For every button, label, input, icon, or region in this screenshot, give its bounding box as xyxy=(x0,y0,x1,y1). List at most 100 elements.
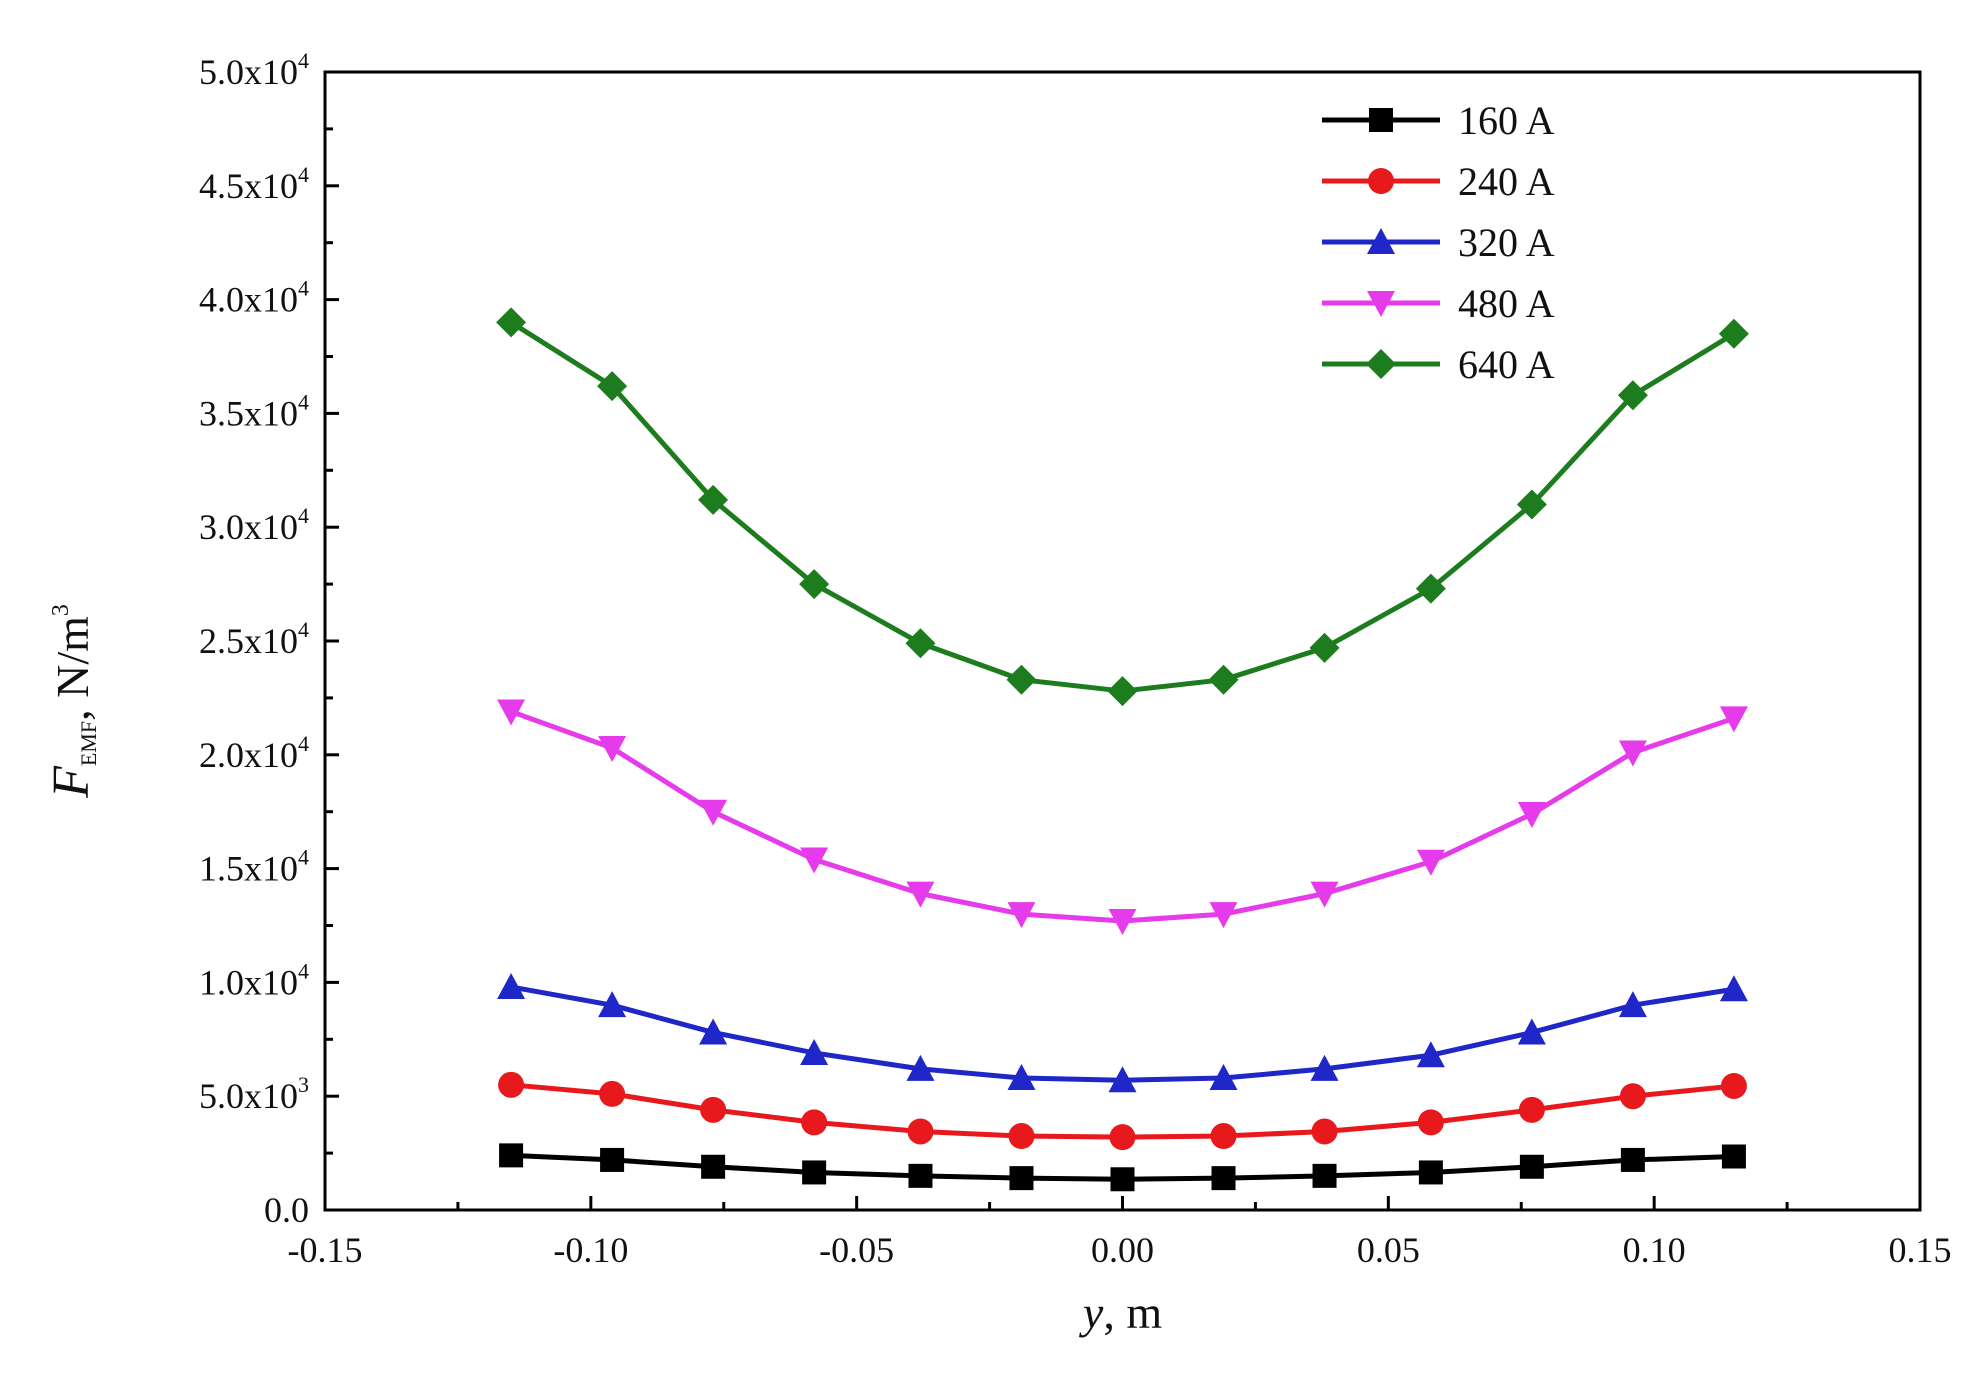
data-point xyxy=(800,847,829,874)
y-tick-exponent: 4 xyxy=(298,48,309,73)
data-point xyxy=(1719,975,1748,1002)
y-tick-exponent: 4 xyxy=(298,162,309,187)
data-point xyxy=(498,1071,525,1098)
legend-label: 320 A xyxy=(1458,220,1555,265)
x-axis-variable: y xyxy=(1079,1287,1104,1338)
x-axis-title: y, m xyxy=(1079,1287,1162,1338)
y-tick-mantissa: 1.0x10 xyxy=(199,962,298,1002)
y-tick-exponent: 4 xyxy=(298,389,309,414)
y-tick-exponent: 4 xyxy=(298,503,309,528)
legend-entry: 160 A xyxy=(1322,98,1555,143)
data-point xyxy=(1210,1123,1237,1150)
data-point xyxy=(1107,676,1138,707)
data-point xyxy=(1618,740,1647,767)
x-tick-label: 0.00 xyxy=(1091,1230,1154,1270)
y-tick-label: 1.0x104 xyxy=(199,958,309,1002)
data-point xyxy=(1517,801,1546,828)
data-point xyxy=(1618,991,1647,1018)
series-640-a xyxy=(496,307,1749,707)
y-tick-exponent: 4 xyxy=(298,731,309,756)
y-tick-mantissa: 4.0x10 xyxy=(199,280,298,320)
legend-label: 160 A xyxy=(1458,98,1555,143)
x-tick-label: 0.05 xyxy=(1357,1230,1420,1270)
legend: 160 A 240 A 320 A 480 A 640 A xyxy=(1322,98,1555,387)
legend-entry: 320 A xyxy=(1322,220,1555,265)
legend-entry: 240 A xyxy=(1322,159,1555,204)
y-tick-mantissa: 2.5x10 xyxy=(199,621,298,661)
data-point xyxy=(1416,849,1445,876)
y-tick-label: 3.0x104 xyxy=(199,503,309,547)
y-tick-mantissa: 1.5x10 xyxy=(199,849,298,889)
data-point xyxy=(801,1109,828,1136)
data-point xyxy=(597,371,628,402)
data-point xyxy=(1418,1160,1443,1185)
x-tick-label: -0.05 xyxy=(819,1230,894,1270)
data-point xyxy=(1108,908,1137,935)
y-tick-exponent: 4 xyxy=(298,276,309,301)
x-tick-label: 0.10 xyxy=(1623,1230,1686,1270)
data-point xyxy=(497,972,526,999)
y-tick-mantissa: 5.0x10 xyxy=(199,52,298,92)
series-line xyxy=(510,709,1735,924)
x-tick-label: 0.15 xyxy=(1889,1230,1952,1270)
y-axis-subscript: EMF xyxy=(76,721,101,766)
y-tick-mantissa: 3.5x10 xyxy=(199,393,298,433)
y-tick-label: 5.0x104 xyxy=(199,48,309,92)
y-tick-label: 4.5x104 xyxy=(199,162,309,206)
y-tick-mantissa: 2.0x10 xyxy=(199,735,298,775)
data-point xyxy=(600,1147,625,1172)
data-point xyxy=(1310,1054,1339,1081)
y-tick-label: 3.5x104 xyxy=(199,389,309,433)
y-tick-label: 2.0x104 xyxy=(199,731,309,775)
data-point xyxy=(1211,1166,1236,1191)
axis-labels: 0.05.0x1031.0x1041.5x1042.0x1042.5x1043.… xyxy=(43,48,1952,1338)
data-point xyxy=(699,799,728,826)
plot-frame xyxy=(323,70,1922,1212)
data-point xyxy=(1721,1144,1746,1169)
data-point xyxy=(905,628,936,659)
data-point xyxy=(1311,1118,1338,1145)
data-point xyxy=(1309,632,1340,663)
data-point xyxy=(800,1038,829,1065)
series-480-a xyxy=(497,699,1748,935)
data-point xyxy=(701,1154,726,1179)
y-tick-mantissa: 0.0 xyxy=(264,1190,309,1230)
data-point xyxy=(1516,489,1547,520)
series-240-a xyxy=(498,1071,1747,1151)
data-point xyxy=(1718,318,1749,349)
data-point xyxy=(497,699,526,726)
data-point xyxy=(598,991,627,1018)
data-point xyxy=(906,1054,935,1081)
y-axis-superscript: 3 xyxy=(48,604,74,616)
data-point xyxy=(1517,1018,1546,1045)
data-point xyxy=(802,1160,827,1185)
legend-entry: 640 A xyxy=(1322,342,1555,387)
y-axis-title: FEMF, N/m3 xyxy=(43,604,101,799)
data-point xyxy=(907,1118,934,1145)
legend-entry: 480 A xyxy=(1322,281,1555,326)
data-point xyxy=(496,307,527,338)
data-point xyxy=(1312,1163,1337,1188)
legend-marker xyxy=(1366,349,1396,379)
x-axis-unit: , m xyxy=(1103,1287,1162,1338)
data-point xyxy=(599,1080,626,1107)
data-point xyxy=(1209,1063,1238,1090)
data-point xyxy=(1620,1147,1645,1172)
x-tick-label: -0.15 xyxy=(288,1230,363,1270)
series-layer xyxy=(496,307,1749,1192)
data-point xyxy=(1109,1124,1136,1151)
data-point xyxy=(1110,1167,1135,1192)
data-point xyxy=(1007,902,1036,929)
y-tick-exponent: 3 xyxy=(298,1072,309,1097)
data-point xyxy=(799,569,830,600)
data-point xyxy=(1209,902,1238,929)
data-point xyxy=(1417,1109,1444,1136)
data-point xyxy=(1519,1154,1544,1179)
data-point xyxy=(698,484,729,515)
y-tick-exponent: 4 xyxy=(298,845,309,870)
legend-label: 480 A xyxy=(1458,281,1555,326)
data-point xyxy=(1006,664,1037,695)
y-axis-variable: F xyxy=(43,765,100,799)
data-point xyxy=(908,1163,933,1188)
y-tick-label: 1.5x104 xyxy=(199,845,309,889)
